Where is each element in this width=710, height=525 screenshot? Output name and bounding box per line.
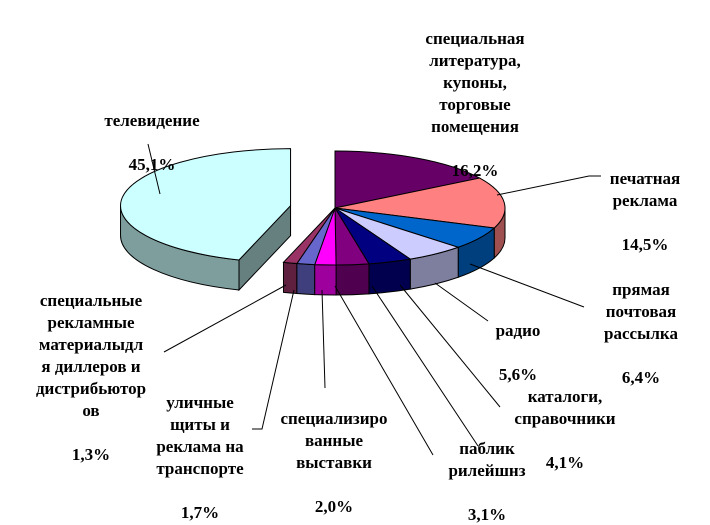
- pie-slice-wall: [282, 261, 298, 295]
- slice-percent: 16,2%: [451, 161, 499, 180]
- pie-slice-side-уличные-щиты-и-реклама-на-транспорте: [296, 263, 316, 296]
- slice-category: печатная реклама: [609, 169, 681, 210]
- pie-slice-печатная-реклама: [334, 177, 506, 229]
- slice-category: паблик рилейшнз: [448, 439, 526, 480]
- slice-percent: 14,5%: [621, 235, 669, 254]
- pie-slice-wall: [368, 258, 411, 295]
- slice-label-exhibitions: специализиро ванные выставки 2,0%: [264, 386, 404, 518]
- slice-category: каталоги, справочники: [514, 387, 616, 428]
- pie-slice-side-специальные-рекламные-материалыдл-я-дилл: [282, 261, 298, 295]
- leader-line-уличные-щиты-и-реклама-на-транспорте: [252, 289, 295, 430]
- leader-line-специализиро-ванные-выставки: [321, 289, 326, 389]
- slice-category: специальные рекламные материалыдл я дилл…: [35, 291, 147, 420]
- slice-category: специальная литература, купоны, торговые…: [425, 29, 525, 136]
- slice-category: уличные щиты и реклама на транспорте: [156, 393, 244, 478]
- slice-percent: 6,4%: [621, 368, 661, 387]
- leader-line-прямая-почтовая-рассылка: [434, 282, 489, 322]
- leader-lines-layer: [147, 143, 601, 456]
- pie-slice-wall: [314, 264, 337, 296]
- slice-percent: 4,1%: [545, 453, 585, 472]
- leader-line-паблик-рилейшнз: [334, 285, 434, 456]
- slice-percent: 5,6%: [498, 365, 538, 384]
- slice-percent: 45,1%: [128, 155, 176, 174]
- slice-label-public-relations: паблик рилейшнз 3,1%: [432, 416, 542, 525]
- leader-line-специальная-литература-купоны-торговые-п: [496, 175, 601, 196]
- slice-percent: 2,0%: [314, 497, 354, 516]
- slice-label-television: телевидение 45,1%: [82, 88, 222, 176]
- leader-line-специальные-рекламные-материалыдл-я-дилл: [163, 284, 287, 353]
- slice-label-catalogs: каталоги, справочники 4,1%: [490, 364, 640, 474]
- slice-label-direct-mail: прямая почтовая рассылка 6,4%: [586, 257, 696, 389]
- pie-slice-wall: [335, 263, 370, 296]
- pie-slice-специальные-рекламные-материалыдл-я-дилл: [282, 207, 336, 265]
- leader-line-печатная-реклама: [469, 263, 585, 308]
- leader-line-телевидение: [147, 143, 161, 195]
- leader-line-каталоги-справочники: [371, 285, 479, 447]
- slice-category: телевидение: [104, 111, 200, 130]
- pie-slice-телевидение: [120, 148, 292, 261]
- slice-percent: 1,7%: [180, 503, 220, 522]
- slice-label-dealer-materials: специальные рекламные материалыдл я дилл…: [16, 268, 166, 466]
- slice-category: специализиро ванные выставки: [280, 409, 388, 472]
- slice-label-print-advertising: печатная реклама 14,5%: [590, 146, 700, 256]
- pie-slice-специальная-литература-купоны-торговые-п: [334, 150, 482, 209]
- slice-category: радио: [495, 321, 541, 340]
- slice-category: прямая почтовая рассылка: [604, 280, 678, 343]
- pie-slice-side-специализиро-ванные-выставки: [314, 264, 337, 296]
- pie-slice-wall: [296, 263, 316, 296]
- slice-label-special-literature: специальная литература, купоны, торговые…: [405, 6, 545, 182]
- slice-percent: 3,1%: [467, 505, 507, 524]
- leader-line-радио: [399, 284, 501, 408]
- slice-label-outdoor-transport: уличные щиты и реклама на транспорте 1,7…: [140, 370, 260, 524]
- pie-slice-side-каталоги-справочники: [368, 258, 411, 295]
- pie-tops-layer: [120, 148, 506, 266]
- pie-slice-side-паблик-рилейшнз: [335, 263, 370, 296]
- slice-label-radio: радио 5,6%: [488, 298, 548, 386]
- slice-percent: 1,3%: [71, 445, 111, 464]
